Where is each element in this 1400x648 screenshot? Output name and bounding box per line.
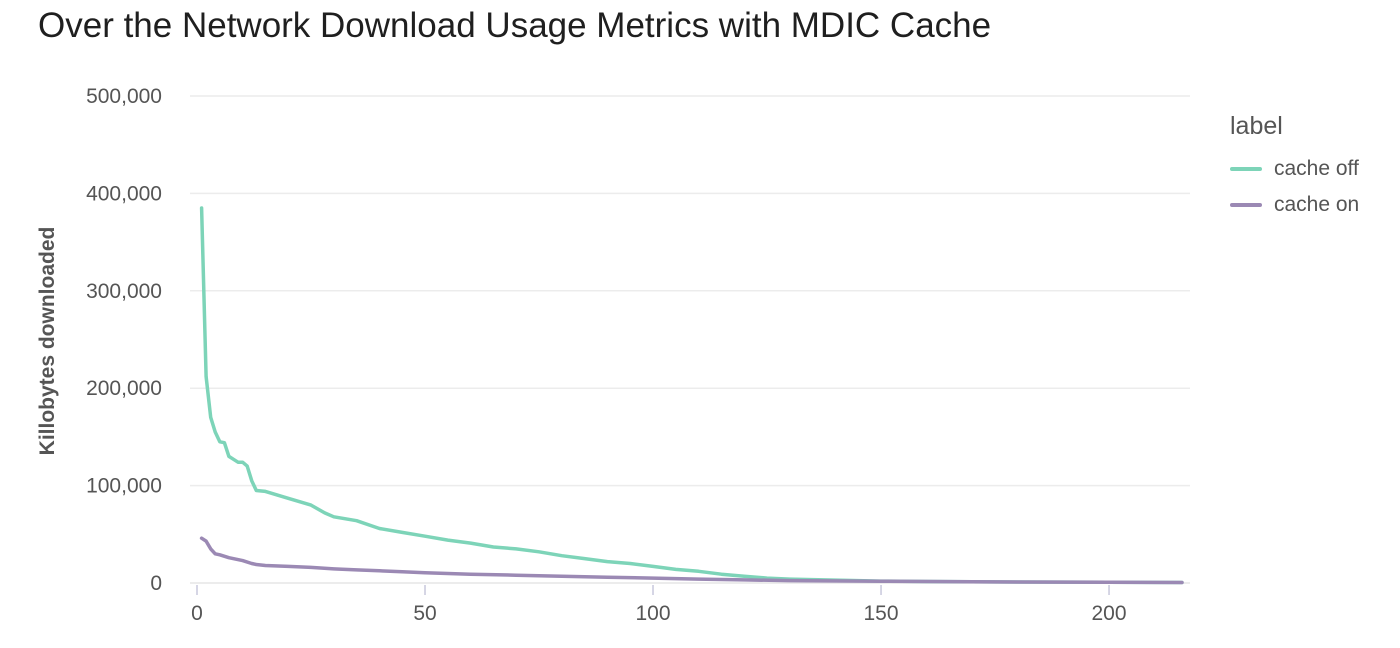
x-tick-label: 50 — [413, 602, 436, 625]
legend-item-cache-on[interactable]: cache on — [1230, 187, 1359, 223]
y-tick-label: 500,000 — [86, 85, 162, 108]
x-tick-label: 0 — [191, 602, 203, 625]
y-tick-label: 400,000 — [86, 182, 162, 205]
legend-item-cache-off[interactable]: cache off — [1230, 151, 1359, 187]
grid-layer — [190, 95, 1190, 584]
y-axis-label: Killobytes downloaded — [36, 227, 59, 456]
legend: label cache off cache on — [1230, 112, 1359, 223]
series-line-cache-off[interactable] — [199, 206, 1184, 585]
axis-layer: 0 100,000 200,000 300,000 400,000 500,000 0 50 1… — [86, 85, 1126, 625]
x-tick-label: 150 — [864, 602, 899, 625]
y-tick-label: 0 — [150, 572, 162, 595]
x-tick-label: 200 — [1092, 602, 1127, 625]
chart-title: Over the Network Download Usage Metrics … — [38, 6, 992, 45]
legend-swatch-cache-on — [1230, 203, 1262, 207]
legend-label-cache-on: cache on — [1274, 193, 1360, 216]
y-tick-label: 300,000 — [86, 280, 162, 303]
legend-swatch-cache-off — [1230, 167, 1262, 171]
y-tick-label: 100,000 — [86, 475, 162, 498]
x-tick-label: 100 — [635, 602, 670, 625]
series-layer — [199, 206, 1184, 585]
legend-label-cache-off: cache off — [1274, 157, 1359, 180]
series-line-cache-on[interactable] — [199, 536, 1184, 585]
y-tick-label: 200,000 — [86, 377, 162, 400]
legend-title: label — [1230, 112, 1283, 140]
